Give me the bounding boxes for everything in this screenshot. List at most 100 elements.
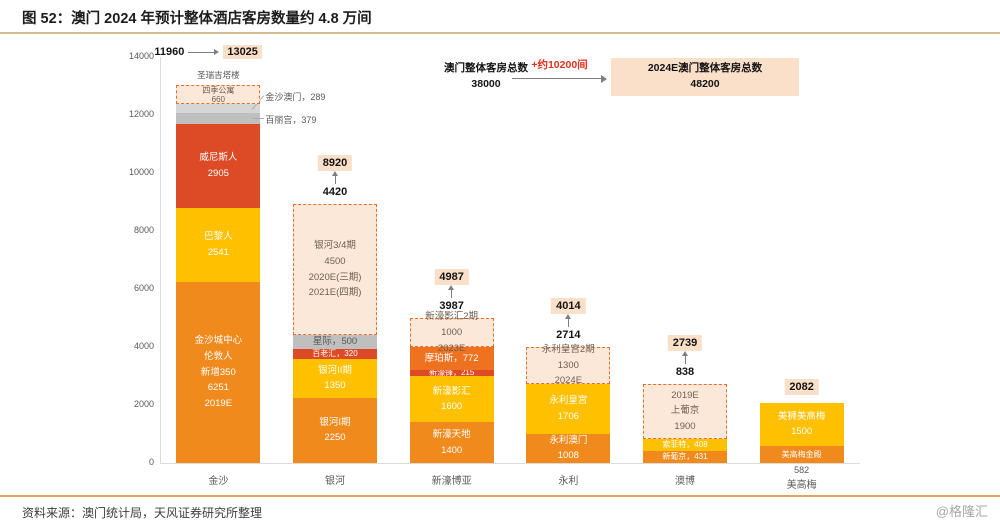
flow-to-value: 48200 xyxy=(690,78,720,90)
segment-label-line: 1600 xyxy=(441,401,463,413)
current-total-melco: 3987 xyxy=(439,300,464,313)
segment-label-line: 金沙城中心 xyxy=(194,335,243,347)
segment-label-line: 新濠天地 xyxy=(432,429,471,441)
segment-label-line: 百老汇，320 xyxy=(312,349,358,359)
bar-segment-broadway: 百老汇，320 xyxy=(293,349,377,359)
bar-segment-wynn-palace: 永利皇宫 1706 xyxy=(526,384,611,434)
current-total-sands: 11960 xyxy=(154,46,185,59)
x-category-label-sjm: 澳博 xyxy=(675,476,695,487)
roof-label-sands: 圣瑞吉塔楼 xyxy=(197,70,240,81)
y-tick-label: 0 xyxy=(148,457,154,467)
footer-divider xyxy=(0,495,1000,497)
flow-to-box: 2024E澳门整体客房总数 48200 xyxy=(611,58,799,96)
arrow-up-head-icon xyxy=(681,350,688,356)
segment-label-line: 1008 xyxy=(557,450,579,462)
source-note: 资料来源：澳门统计局，天风证券研究所整理 xyxy=(22,506,263,520)
future-total-box-galaxy: 8920 xyxy=(317,155,353,172)
segment-label-line: 永利皇宫2期 xyxy=(541,343,595,355)
y-axis-line xyxy=(160,57,161,463)
flow-from-label: 澳门整体客房总数 xyxy=(444,62,528,74)
bar-segment-city-of-dreams: 新濠天地 1400 xyxy=(409,422,494,463)
current-total-galaxy: 4420 xyxy=(322,186,348,199)
bar-segment-galaxy-phase2: 银河II期 1350 xyxy=(293,358,377,398)
bar-segment-starworld: 星际，500 xyxy=(293,334,377,350)
segment-label-line: 660 xyxy=(211,94,225,104)
segment-label-line: 新濠影汇 xyxy=(432,385,471,397)
connector-line xyxy=(252,118,265,120)
segment-label-line: 2019E xyxy=(204,397,233,409)
segment-label-line: 2021E(四期) xyxy=(308,287,362,299)
segment-label-line: 巴黎人 xyxy=(204,231,233,243)
bar-segment-plaza xyxy=(176,112,261,124)
arrow-up-head-icon xyxy=(448,285,455,291)
title-divider xyxy=(0,32,1000,34)
arrow-right-line xyxy=(188,51,215,53)
total-arrow-row-sands: 11960 13025 xyxy=(154,45,262,60)
segment-label-line: 新濠影汇2期 xyxy=(425,311,479,323)
bar-segment-studio-city: 新濠影汇 1600 xyxy=(409,376,494,423)
segment-label-line: 银河II期 xyxy=(318,364,352,376)
x-category-label-sands: 金沙 xyxy=(208,476,229,487)
segment-label-line: 2250 xyxy=(324,432,346,444)
bar-segment-grand-lisboa-palace: 2019E 上葡京 1900 xyxy=(643,383,727,439)
segment-outside-label-sands-macao: 金沙澳门，289 xyxy=(265,91,326,102)
bar-segment-cotai-central-londoner: 金沙城中心 伦敦人 新增350 6251 2019E xyxy=(176,281,261,463)
segment-label-line: 1000 xyxy=(441,327,463,339)
flow-arrow-line xyxy=(512,78,602,79)
current-total-sjm: 838 xyxy=(675,365,695,378)
segment-label-line: 2541 xyxy=(207,246,229,258)
segment-label-line: 1900 xyxy=(674,420,696,432)
segment-label-line: 新增350 xyxy=(200,366,236,378)
segment-label-line: 伦敦人 xyxy=(204,350,233,362)
y-tick-label: 8000 xyxy=(133,225,154,235)
bar-segment-mgm-cotai: 美狮美高梅 1500 xyxy=(759,402,844,447)
y-tick-label: 2000 xyxy=(133,399,154,409)
segment-label-line: 银河3/4期 xyxy=(314,240,356,252)
arrow-up-line xyxy=(567,318,569,327)
segment-label-line: 永利皇宫 xyxy=(549,395,588,407)
y-tick-label: 14000 xyxy=(128,51,154,61)
bar-segment-mgm-macau: 美高梅金殿 xyxy=(759,446,844,463)
flow-to-label: 2024E澳门整体客房总数 xyxy=(647,62,763,75)
segment-label-line: 2023E xyxy=(437,342,466,354)
bar-segment-altira: 新濠锋，215 xyxy=(409,368,494,377)
x-category-label-melco: 新濠博亚 xyxy=(431,476,472,487)
arrow-right-head-icon xyxy=(214,49,220,56)
arrow-up-line xyxy=(334,176,336,185)
segment-label-line: 1300 xyxy=(557,359,579,371)
segment-label-line: 2020E(三期) xyxy=(308,271,362,283)
flow-from-value: 38000 xyxy=(471,77,501,90)
bar-segment-four-seasons-suites: 四季公寓 660 xyxy=(176,85,261,105)
segment-label-line: 美狮美高梅 xyxy=(777,410,826,422)
bar-segment-sands-macao xyxy=(176,104,261,113)
segment-label-line: 索菲特，408 xyxy=(662,440,708,449)
bar-segment-wynn-palace-phase2: 永利皇宫2期 1300 2024E xyxy=(526,344,611,386)
segment-label-line: 星际，500 xyxy=(312,336,358,348)
segment-label-line: 上葡京 xyxy=(670,405,700,417)
flow-from-block: 澳门整体客房总数 38000 xyxy=(430,61,542,93)
segment-outside-label-plaza: 百丽宫，379 xyxy=(265,115,317,126)
stacked-bar-chart: 0 2000 4000 6000 8000 10000 12000 14000 金沙城中心 伦敦人… xyxy=(129,45,860,491)
segment-label-line: 威尼斯人 xyxy=(199,152,238,164)
x-category-label-mgm: 美高梅 xyxy=(786,480,817,491)
segment-below-label-mgm-macau: 582 xyxy=(794,465,810,475)
segment-label-line: 2024E xyxy=(554,375,583,387)
bar-segment-venetian: 威尼斯人 2905 xyxy=(176,123,261,209)
arrow-up-line xyxy=(684,355,686,364)
segment-label-line: 新葡京，431 xyxy=(662,452,708,462)
segment-label-line: 永利澳门 xyxy=(549,434,588,446)
y-tick-label: 6000 xyxy=(133,283,154,293)
segment-label-line: 1350 xyxy=(324,380,346,392)
watermark: @格隆汇 xyxy=(935,504,988,519)
segment-label-line: 4500 xyxy=(324,255,346,267)
figure-title: 图 52：澳门 2024 年预计整体酒店客房数量约 4.8 万间 xyxy=(22,11,372,27)
x-axis-line xyxy=(160,463,860,464)
segment-label-line: 银河I期 xyxy=(319,416,351,428)
future-total-box-sjm: 2739 xyxy=(667,334,703,351)
y-tick-label: 10000 xyxy=(128,167,154,177)
segment-label-line: 美高梅金殿 xyxy=(781,449,822,459)
arrow-up-head-icon xyxy=(331,171,338,177)
y-tick-label: 4000 xyxy=(133,341,154,351)
segment-label-line: 四季公寓 xyxy=(202,85,235,95)
